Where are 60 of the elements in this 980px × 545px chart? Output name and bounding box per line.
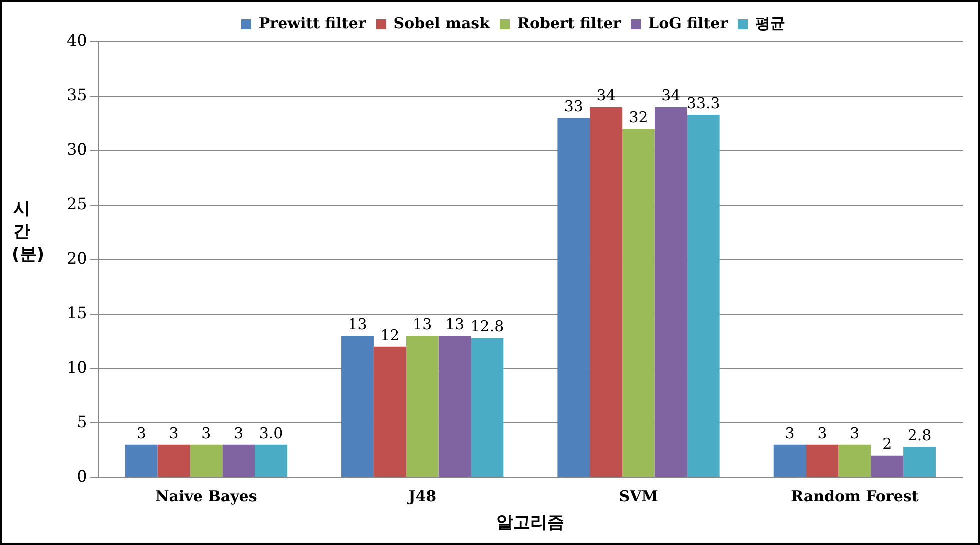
bar (654, 107, 688, 478)
bar (806, 444, 839, 478)
data-label: 3 (202, 424, 212, 442)
data-label: 13 (348, 315, 368, 334)
legend-label: 평균 (756, 14, 786, 32)
y-tick-label: 25 (67, 194, 88, 214)
y-tick-label: 15 (67, 303, 88, 322)
data-label: 3 (818, 424, 828, 442)
bar (125, 444, 158, 478)
data-label: 13 (445, 315, 465, 334)
bar (255, 444, 288, 478)
x-tick-label: Random Forest (791, 487, 919, 506)
bar (374, 346, 406, 478)
bar (406, 336, 439, 478)
data-label: 12.8 (470, 318, 504, 336)
bar (687, 114, 720, 478)
x-tick-label: J48 (406, 487, 437, 506)
bar (342, 336, 374, 478)
data-label: 34 (596, 86, 616, 105)
y-tick-label: 20 (67, 248, 88, 268)
legend-label: LoG filter (648, 14, 730, 32)
bar (438, 336, 472, 478)
data-label: 32 (629, 108, 648, 127)
y-tick-label: 30 (67, 140, 88, 160)
legend-label: Sobel mask (394, 14, 491, 32)
y-tick-label: 5 (77, 412, 88, 432)
data-label: 3 (234, 424, 244, 442)
x-tick-label: Naive Bayes (156, 487, 258, 506)
data-label: 33.3 (686, 94, 720, 112)
bar (158, 444, 190, 478)
y-tick-label: 40 (67, 31, 88, 50)
data-label: 3 (169, 424, 179, 442)
data-label: 33 (564, 98, 584, 116)
data-label: 34 (662, 86, 681, 105)
bar (838, 444, 872, 478)
data-label: 2 (882, 435, 892, 454)
data-label: 3 (785, 424, 795, 442)
bar (222, 444, 256, 478)
bar (774, 444, 806, 478)
y-tick-label: 0 (77, 466, 88, 486)
legend-label: Robert filter (518, 14, 622, 32)
data-label: 3 (136, 424, 146, 442)
bar (904, 447, 936, 478)
bar (190, 444, 223, 478)
bar (871, 456, 904, 478)
legend-label: Prewitt filter (258, 14, 368, 32)
y-tick-label: 35 (67, 86, 88, 105)
data-label: 3 (850, 424, 860, 442)
data-label: 3.0 (259, 424, 284, 442)
data-label: 2.8 (908, 426, 932, 444)
y-tick-label: 10 (67, 358, 88, 377)
data-label: 12 (380, 326, 400, 344)
bar (590, 107, 623, 478)
x-axis-title: 알고리즘 (496, 513, 565, 534)
data-label: 13 (413, 315, 432, 334)
bar (622, 129, 655, 478)
bar (471, 338, 504, 478)
x-tick-label: SVM (619, 487, 658, 506)
y-axis-title: 시간(분) (12, 198, 45, 266)
bar (558, 118, 590, 478)
